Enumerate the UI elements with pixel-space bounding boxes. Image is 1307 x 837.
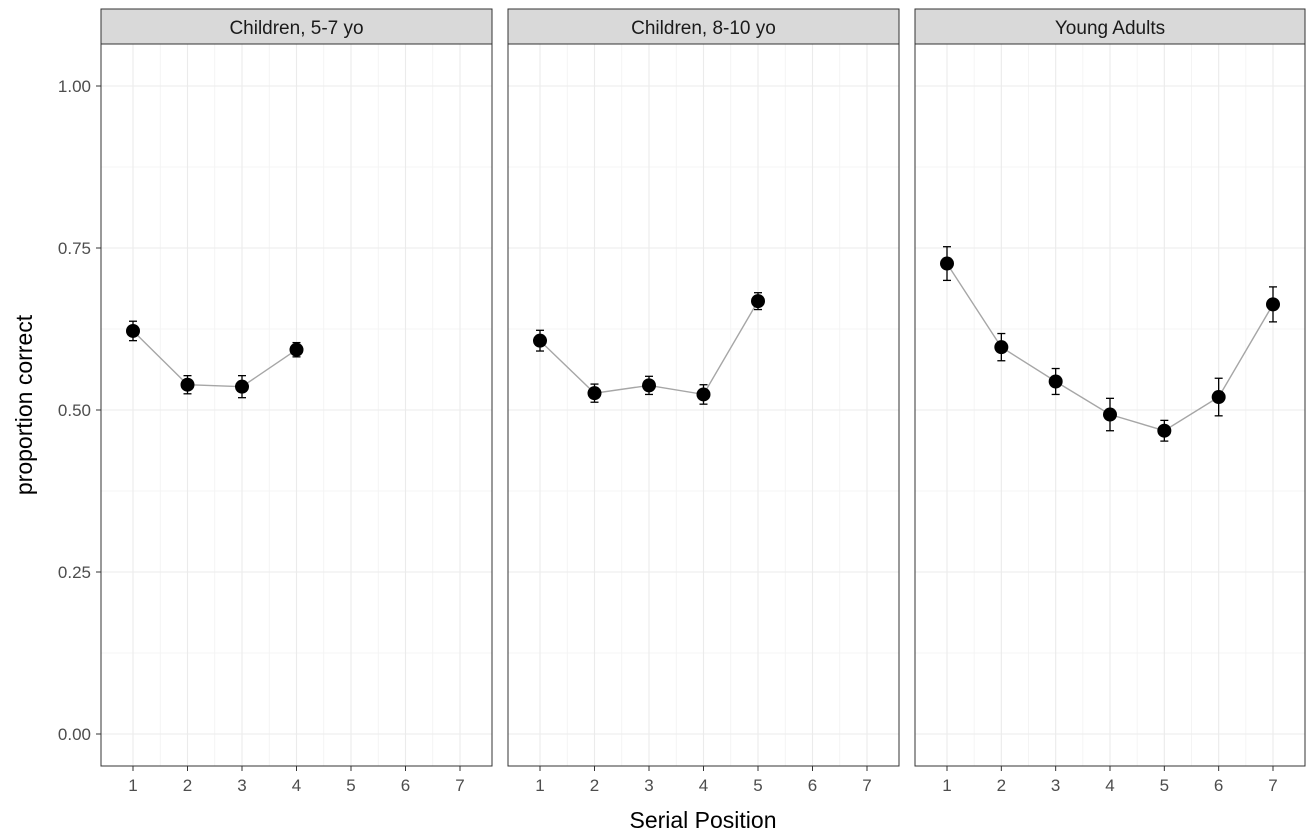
x-tick-label: 4 (1105, 776, 1114, 795)
facet-strip-label: Young Adults (1055, 18, 1165, 39)
y-tick-label: 0.00 (58, 725, 91, 744)
y-tick-label: 0.75 (58, 239, 91, 258)
facet-strip (914, 8, 1306, 45)
x-tick-label: 1 (128, 776, 137, 795)
x-tick-label: 1 (942, 776, 951, 795)
x-tick-label: 3 (1051, 776, 1060, 795)
data-point (126, 323, 140, 338)
x-tick-label: 6 (401, 776, 410, 795)
data-point (751, 294, 765, 309)
data-point (1048, 374, 1063, 389)
x-tick-label: 6 (1214, 776, 1223, 795)
y-tick-label: 1.00 (58, 77, 91, 96)
x-tick-label: 5 (753, 776, 762, 795)
data-point (696, 387, 711, 402)
x-axis-title: Serial Position (629, 807, 776, 833)
x-tick-label: 2 (997, 776, 1006, 795)
y-tick-label: 0.50 (58, 401, 91, 420)
data-point (180, 377, 195, 392)
x-tick-label: 5 (346, 776, 355, 795)
data-point (1266, 297, 1280, 312)
panel-border (507, 43, 900, 767)
x-tick-label: 7 (1268, 776, 1277, 795)
x-tick-label: 5 (1160, 776, 1169, 795)
x-tick-label: 7 (862, 776, 871, 795)
data-point (1103, 407, 1117, 422)
x-tick-label: 1 (535, 776, 544, 795)
x-tick-label: 2 (590, 776, 599, 795)
x-tick-label: 6 (808, 776, 817, 795)
facet-strip (507, 8, 900, 45)
x-tick-label: 3 (237, 776, 246, 795)
facet-panel: Children, 5-7 yo 1 2 3 4 5 6 7 (100, 8, 493, 795)
y-tick-label: 0.25 (58, 563, 91, 582)
data-point (1211, 390, 1226, 405)
data-point (1157, 423, 1172, 438)
data-point (642, 378, 656, 393)
data-point (533, 333, 547, 348)
data-point (289, 342, 304, 357)
x-tick-label: 2 (183, 776, 192, 795)
data-point (587, 386, 602, 401)
facet-strip-label: Children, 8-10 yo (631, 18, 776, 39)
data-point (994, 340, 1009, 355)
series-line (132, 330, 297, 388)
x-tick-label: 3 (644, 776, 653, 795)
facet-panel: Children, 8-10 yo 1 2 3 4 5 6 7 (507, 8, 900, 795)
facet-panel: Young Adults 1 2 3 4 5 6 7 (914, 8, 1306, 795)
data-point (940, 256, 954, 271)
data-point (235, 379, 249, 394)
y-axis-title: proportion correct (11, 314, 37, 495)
facet-strip (100, 8, 493, 45)
facet-strip-label: Children, 5-7 yo (229, 18, 363, 39)
x-tick-label: 7 (455, 776, 464, 795)
panel-border (914, 43, 1306, 767)
x-tick-label: 4 (699, 776, 708, 795)
x-tick-label: 4 (292, 776, 301, 795)
panel-border (100, 43, 493, 767)
